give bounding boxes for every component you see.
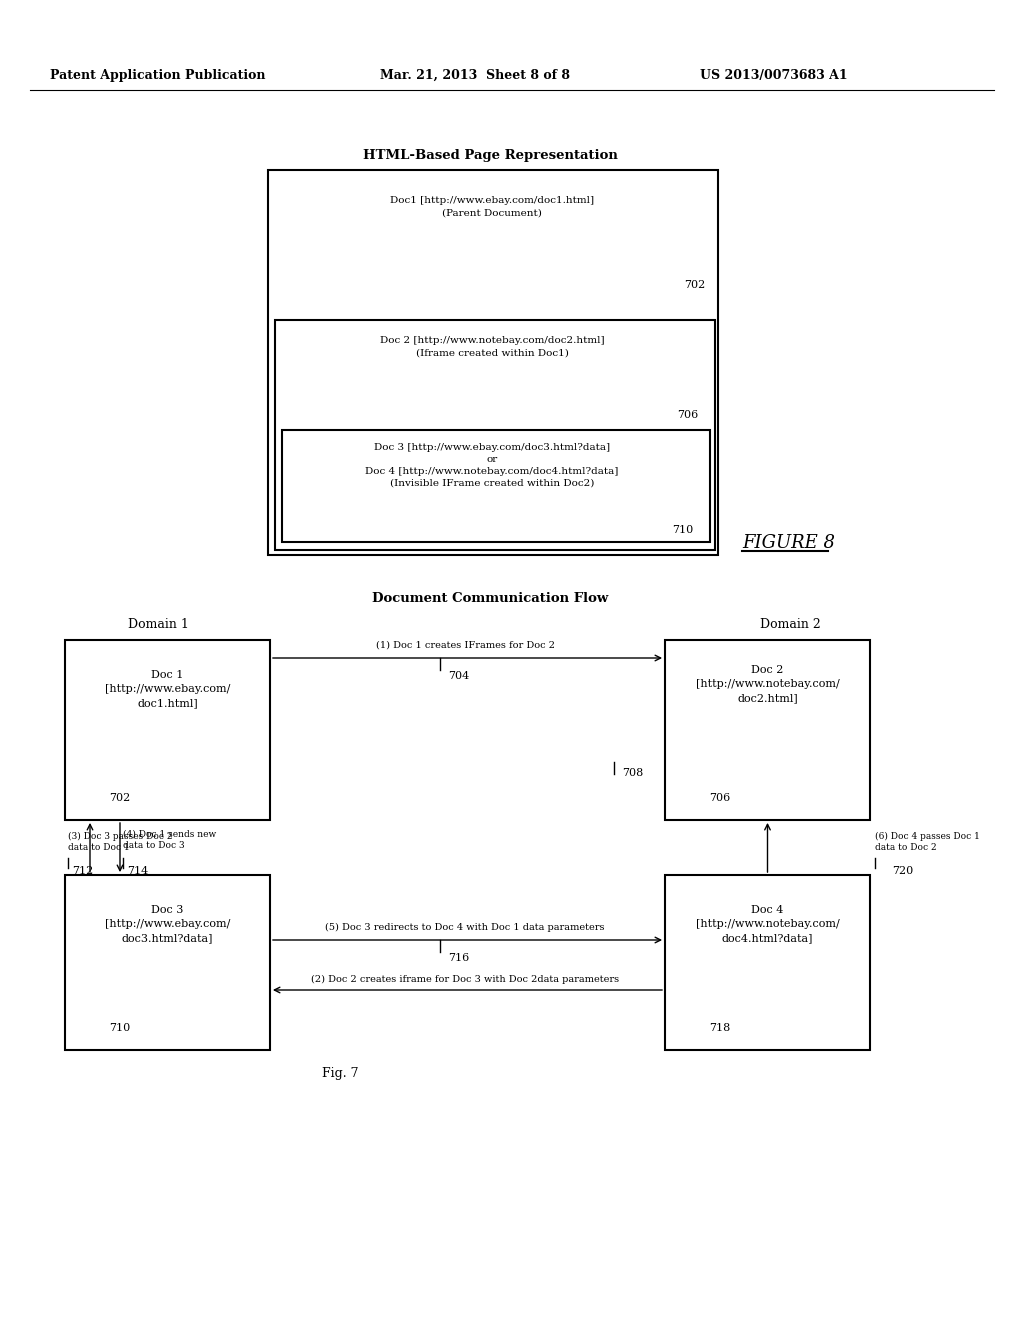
- Text: 706: 706: [677, 411, 698, 420]
- Text: US 2013/0073683 A1: US 2013/0073683 A1: [700, 69, 848, 82]
- Text: (4) Doc 1 sends new
data to Doc 3: (4) Doc 1 sends new data to Doc 3: [123, 830, 216, 850]
- Text: Domain 1: Domain 1: [128, 619, 188, 631]
- Text: 702: 702: [684, 280, 706, 290]
- Text: 718: 718: [710, 1023, 731, 1034]
- Text: 710: 710: [110, 1023, 131, 1034]
- Text: Patent Application Publication: Patent Application Publication: [50, 69, 265, 82]
- Bar: [282, 430, 710, 543]
- Text: Mar. 21, 2013  Sheet 8 of 8: Mar. 21, 2013 Sheet 8 of 8: [380, 69, 570, 82]
- Text: 710: 710: [673, 525, 693, 535]
- Bar: [268, 170, 718, 554]
- Text: Doc 1
[http://www.ebay.com/
doc1.html]: Doc 1 [http://www.ebay.com/ doc1.html]: [104, 671, 230, 708]
- Text: Doc 3
[http://www.ebay.com/
doc3.html?data]: Doc 3 [http://www.ebay.com/ doc3.html?da…: [104, 906, 230, 942]
- Text: (3) Doc 3 passes Doc 2
data to Doc 1: (3) Doc 3 passes Doc 2 data to Doc 1: [68, 832, 172, 853]
- Text: Doc 2 [http://www.notebay.com/doc2.html]
(Iframe created within Doc1): Doc 2 [http://www.notebay.com/doc2.html]…: [380, 337, 604, 358]
- Bar: [665, 875, 870, 1049]
- Text: Doc1 [http://www.ebay.com/doc1.html]
(Parent Document): Doc1 [http://www.ebay.com/doc1.html] (Pa…: [390, 195, 594, 218]
- Text: 704: 704: [449, 671, 469, 681]
- Bar: [65, 875, 270, 1049]
- Bar: [275, 319, 715, 550]
- Text: (1) Doc 1 creates IFrames for Doc 2: (1) Doc 1 creates IFrames for Doc 2: [376, 642, 555, 649]
- Text: Doc 2
[http://www.notebay.com/
doc2.html]: Doc 2 [http://www.notebay.com/ doc2.html…: [695, 665, 840, 704]
- Bar: [665, 640, 870, 820]
- Text: 708: 708: [622, 768, 643, 777]
- Text: 702: 702: [110, 793, 131, 803]
- Text: 720: 720: [892, 866, 913, 876]
- Text: 706: 706: [710, 793, 731, 803]
- Text: Domain 2: Domain 2: [760, 619, 820, 631]
- Text: HTML-Based Page Representation: HTML-Based Page Representation: [362, 149, 617, 161]
- Text: FIGURE 8: FIGURE 8: [742, 535, 835, 552]
- Text: Doc 4
[http://www.notebay.com/
doc4.html?data]: Doc 4 [http://www.notebay.com/ doc4.html…: [695, 906, 840, 942]
- Text: (5) Doc 3 redirects to Doc 4 with Doc 1 data parameters: (5) Doc 3 redirects to Doc 4 with Doc 1 …: [326, 923, 605, 932]
- Text: 716: 716: [449, 953, 469, 964]
- Text: (2) Doc 2 creates iframe for Doc 3 with Doc 2data parameters: (2) Doc 2 creates iframe for Doc 3 with …: [311, 975, 620, 983]
- Text: Doc 3 [http://www.ebay.com/doc3.html?data]
or
Doc 4 [http://www.notebay.com/doc4: Doc 3 [http://www.ebay.com/doc3.html?dat…: [366, 444, 618, 487]
- Bar: [65, 640, 270, 820]
- Text: 714: 714: [127, 866, 148, 876]
- Text: (6) Doc 4 passes Doc 1
data to Doc 2: (6) Doc 4 passes Doc 1 data to Doc 2: [874, 832, 980, 853]
- Text: Document Communication Flow: Document Communication Flow: [372, 591, 608, 605]
- Text: 712: 712: [72, 866, 93, 876]
- Text: Fig. 7: Fig. 7: [322, 1067, 358, 1080]
